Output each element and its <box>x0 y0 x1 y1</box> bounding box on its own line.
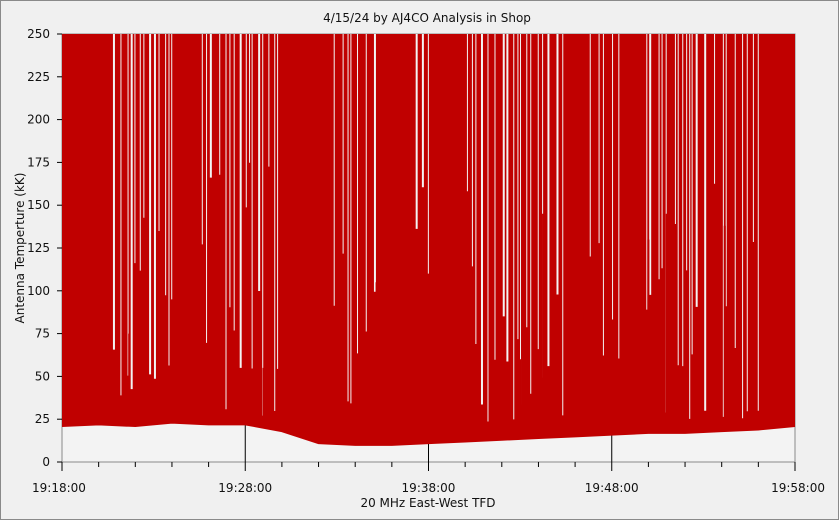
y-tick-label: 225 <box>27 70 50 84</box>
y-tick-label: 0 <box>42 455 50 469</box>
axes-layer <box>57 33 796 471</box>
y-axis-title: Antenna Temperture (kK) <box>13 173 27 324</box>
y-tick-label: 175 <box>27 155 50 169</box>
x-axis-title: 20 MHz East-West TFD <box>360 496 495 510</box>
y-tick-label: 25 <box>35 412 50 426</box>
series-layer <box>61 34 796 446</box>
series-baseline <box>61 421 796 446</box>
y-tick-label: 150 <box>27 198 50 212</box>
x-tick-label: 19:38:00 <box>402 481 456 495</box>
y-tick-label: 100 <box>27 284 50 298</box>
y-tick-label: 125 <box>27 241 50 255</box>
y-tick-label: 75 <box>35 327 50 341</box>
x-tick-label: 19:48:00 <box>585 481 639 495</box>
x-tick-label: 19:58:00 <box>771 481 825 495</box>
y-tick-label: 250 <box>27 27 50 41</box>
x-tick-label: 19:28:00 <box>218 481 272 495</box>
x-tick-label: 19:18:00 <box>32 481 86 495</box>
chart-title: 4/15/24 by AJ4CO Analysis in Shop <box>323 11 531 25</box>
labels-layer: 0 25 50 75 100 125 150 175 200 225 250 19:18:00 19:2… <box>27 27 825 495</box>
y-tick-label: 50 <box>35 369 50 383</box>
y-tick-label: 200 <box>27 113 50 127</box>
